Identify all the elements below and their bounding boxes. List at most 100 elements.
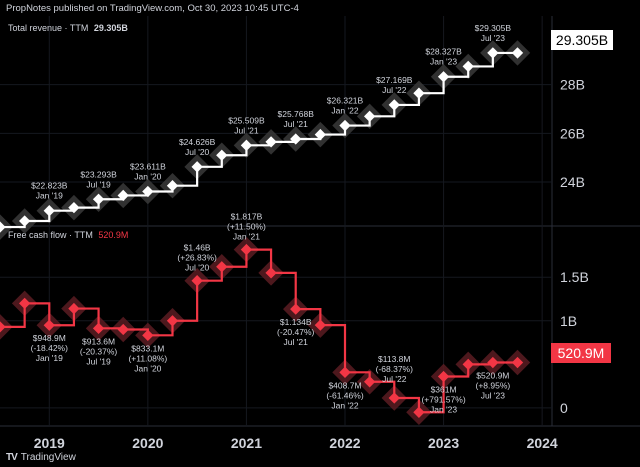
y-tick-label: 28B <box>560 77 585 93</box>
data-label-value: $29.305B <box>475 23 512 33</box>
data-label-value: $948.9M <box>33 333 66 343</box>
data-label-value: $833.1M <box>131 343 164 353</box>
fcf-data-point <box>511 356 524 369</box>
y-tick-label: 1B <box>560 313 577 329</box>
fcf-data-point <box>339 366 351 378</box>
data-label-date: Jul '22 <box>382 85 407 95</box>
data-label-date: Jan '22 <box>331 400 358 410</box>
data-label-date: Jan '19 <box>36 353 63 363</box>
data-label-value: $28.327B <box>425 47 462 57</box>
publisher-header: PropNotes published on TradingView.com, … <box>6 3 299 14</box>
footer-branding: TV TradingView <box>6 452 76 463</box>
data-label: $1.817B(+11.50%)Jan '21 <box>227 212 266 242</box>
data-label-change: (-61.46%) <box>326 390 363 400</box>
fcf-data-point <box>166 315 179 327</box>
data-label-change: (-20.37%) <box>80 346 117 356</box>
revenue-data-point <box>511 47 524 59</box>
y-tick-label: 1.5B <box>560 269 589 285</box>
fcf-last-value-text: 520.9M <box>558 345 605 361</box>
x-tick-label: 2021 <box>231 435 262 451</box>
data-label-change: (+791.57%) <box>421 394 465 404</box>
data-label-date: Jan '19 <box>36 191 63 201</box>
data-label: $520.9M(+8.95%)Jul '23 <box>475 371 510 401</box>
fcf-title-text: Free cash flow · TTM <box>8 230 93 240</box>
fcf-pane-title: Free cash flow · TTM 520.9M <box>8 230 128 240</box>
fcf-data-point <box>363 376 376 388</box>
data-label-date: Jul '19 <box>86 356 111 366</box>
data-label-date: Jan '22 <box>331 106 358 116</box>
y-tick-label: 0 <box>560 400 568 416</box>
financial-chart: Total revenue · TTM 29.305B Free cash fl… <box>0 16 640 467</box>
revenue-data-point <box>487 47 499 59</box>
data-label-value: $22.823B <box>31 181 68 191</box>
data-label-date: Jul '23 <box>481 391 506 401</box>
data-label-value: $26.321B <box>327 96 364 106</box>
data-label-date: Jan '21 <box>233 232 260 242</box>
revenue-last-value-box <box>551 30 613 50</box>
fcf-last-value-box <box>551 343 611 363</box>
revenue-data-point <box>43 205 55 217</box>
data-label-value: $913.6M <box>82 336 115 346</box>
data-label-value: $113.8M <box>378 354 410 364</box>
data-label-change: (-20.47%) <box>277 327 314 337</box>
data-label-value: $27.169B <box>376 75 413 85</box>
fcf-last-value-tag: 520.9M <box>551 343 611 363</box>
fcf-data-point <box>437 370 450 383</box>
data-label-change: (-18.42%) <box>31 343 68 353</box>
data-label-date: Jan '23 <box>430 57 457 67</box>
data-label-value: $1.817B <box>231 212 263 222</box>
fcf-data-point <box>388 392 400 404</box>
data-label-value: $24.626B <box>179 137 216 147</box>
data-label-date: Jan '20 <box>134 363 161 373</box>
fcf-title-value: 520.9M <box>98 230 128 240</box>
data-label-date: Jul '20 <box>185 263 210 273</box>
grid <box>0 16 552 426</box>
fcf-data-point <box>142 329 154 341</box>
data-label-date: Jul '21 <box>284 337 309 347</box>
data-label-date: Jul '19 <box>86 179 111 189</box>
revenue-data-point <box>240 139 253 151</box>
data-label-change: (+11.08%) <box>128 353 167 363</box>
fcf-data-point <box>265 267 277 279</box>
axis-layer: 2019 2020 2021 2022 2023 2024 24B 26B 28B 0 1B 1.5B <box>34 77 589 451</box>
revenue-data-point <box>191 161 203 173</box>
revenue-last-value-tag: 29.305B <box>551 30 613 50</box>
data-label-value: $25.509B <box>228 115 265 125</box>
data-label-value: $408.7M <box>328 380 361 390</box>
fcf-data-point <box>487 356 499 369</box>
data-label-value: $1.134B <box>280 317 312 327</box>
fcf-data-point <box>314 319 327 331</box>
revenue-data-point <box>166 180 179 192</box>
chart-background <box>0 16 640 467</box>
data-label-date: Jul '23 <box>481 33 506 43</box>
revenue-pane-title: Total revenue · TTM 29.305B <box>8 23 128 33</box>
data-label: $113.8M(-68.37%)Jul '22 <box>376 354 413 384</box>
data-label: $361M(+791.57%)Jan '23 <box>421 384 465 414</box>
fcf-data-point <box>413 406 425 418</box>
revenue-title-text: Total revenue · TTM <box>8 23 88 33</box>
x-tick-label: 2023 <box>428 435 459 451</box>
data-label-date: Jan '23 <box>430 404 457 414</box>
data-label-value: $361M <box>431 384 457 394</box>
revenue-data-point <box>216 149 228 161</box>
data-label-change: (-68.37%) <box>376 364 413 374</box>
x-tick-label: 2020 <box>132 435 163 451</box>
y-tick-label: 26B <box>560 125 585 141</box>
data-label-value: $520.9M <box>476 371 509 381</box>
data-label: $833.1M(+11.08%)Jan '20 <box>128 343 167 373</box>
footer-text: TradingView <box>20 452 76 463</box>
marker-halo <box>0 314 13 340</box>
tradingview-logo-icon: TV <box>6 452 18 463</box>
data-label-date: Jul '21 <box>234 125 259 135</box>
data-label-value: $1.46B <box>184 243 211 253</box>
data-label-date: Jul '22 <box>382 374 407 384</box>
y-tick-label: 24B <box>560 174 585 190</box>
